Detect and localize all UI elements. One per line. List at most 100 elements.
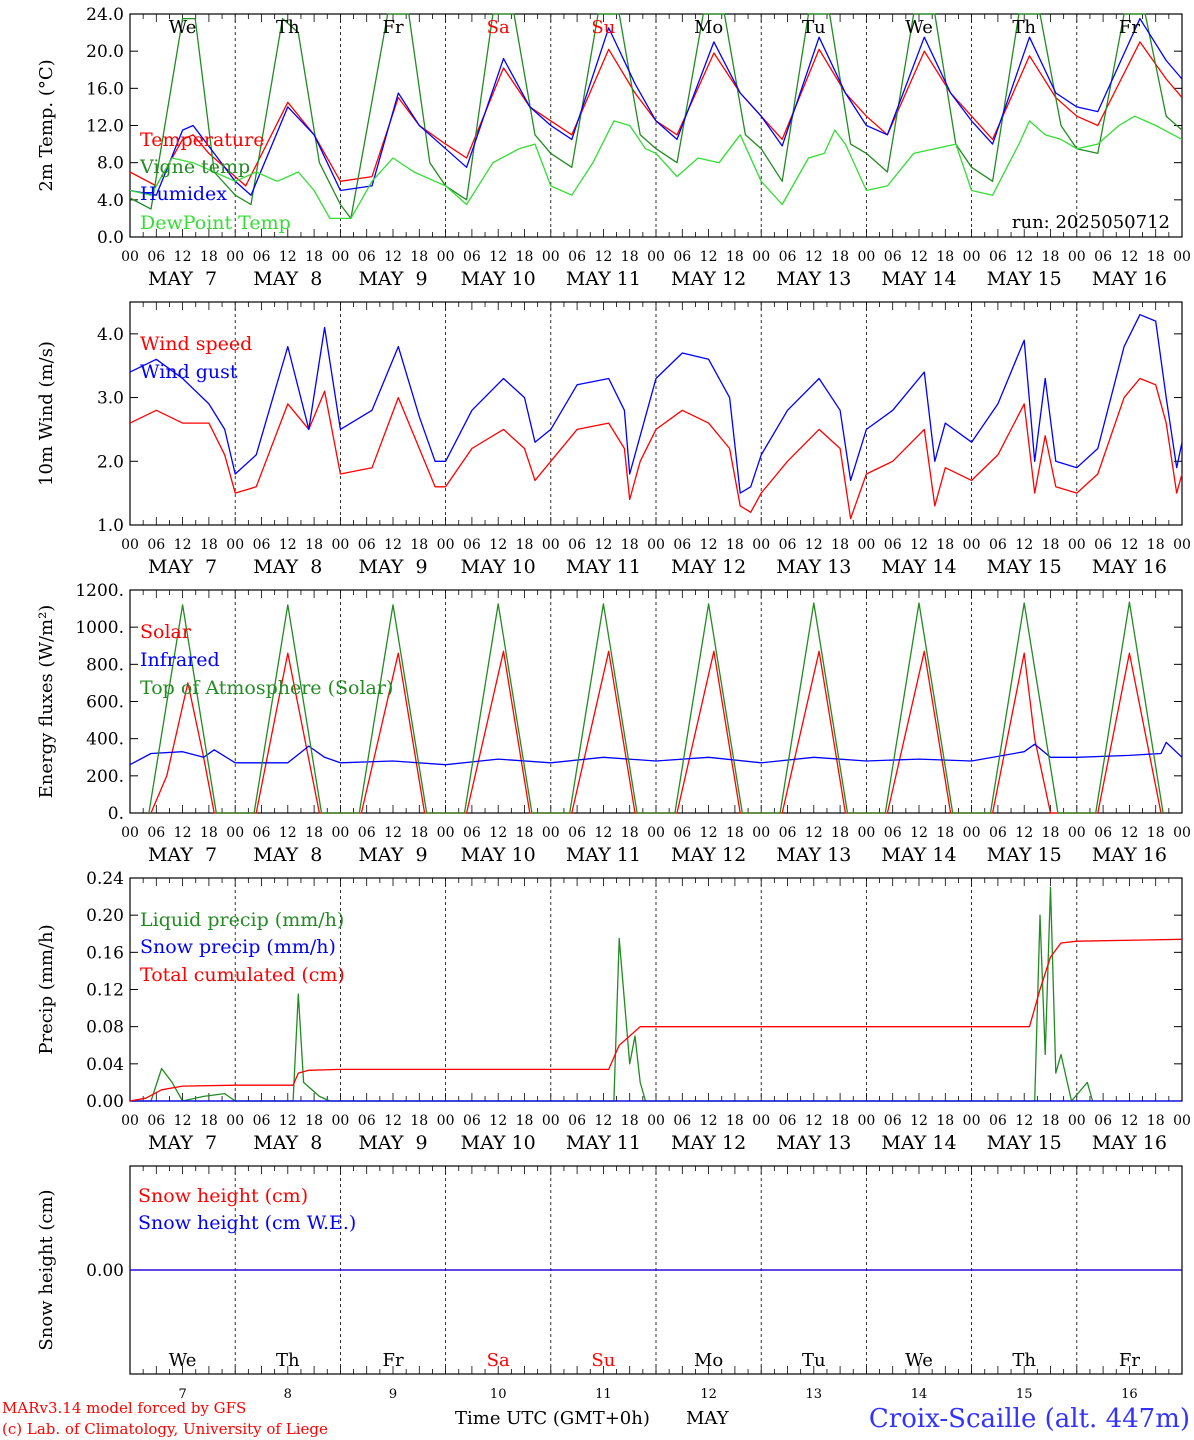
hour-tick-label: 12: [594, 537, 612, 553]
date-label: MAY 9: [358, 556, 427, 578]
day-number-label: 14: [911, 1387, 928, 1402]
hour-tick-label: 06: [779, 1113, 797, 1129]
hour-tick-label: 12: [174, 1113, 192, 1129]
hour-tick-label: 00: [857, 1113, 875, 1129]
date-label: MAY 10: [461, 1132, 536, 1154]
hour-tick-label: 00: [331, 825, 349, 841]
weekday-label: Th: [1012, 1350, 1036, 1371]
series-line: [150, 650, 1162, 814]
hour-tick-label: 00: [437, 825, 455, 841]
hour-tick-label: 00: [226, 825, 244, 841]
legend-entry: Snow height (cm W.E.): [138, 1212, 356, 1234]
hour-tick-label: 00: [121, 1113, 139, 1129]
hour-tick-label: 18: [831, 825, 849, 841]
legend-entry: Vigne temp: [139, 156, 250, 178]
panel-4: 0.00 0.04 0.08 0.12 0.16 0.20 0.24 Precip (mm/h…: [36, 869, 1191, 1154]
weekday-label: Mo: [694, 1350, 723, 1371]
weekday-label: Th: [1012, 17, 1036, 38]
weekday-label: Th: [276, 1350, 300, 1371]
legend-entry: Top of Atmosphere (Solar): [140, 677, 393, 699]
date-label: MAY 16: [1092, 556, 1167, 578]
date-label: MAY 9: [358, 268, 427, 290]
hour-tick-label: 12: [594, 825, 612, 841]
y-tick-label: 1.0: [97, 516, 124, 536]
hour-tick-label: 18: [936, 249, 954, 265]
hour-tick-label: 00: [1068, 249, 1086, 265]
hour-tick-label: 18: [305, 825, 323, 841]
hour-tick-label: 00: [331, 249, 349, 265]
date-label: MAY 14: [881, 268, 956, 290]
day-number-label: 12: [700, 1387, 717, 1402]
date-label: MAY 13: [776, 1132, 851, 1154]
hour-tick-label: 06: [358, 1113, 376, 1129]
hour-tick-label: 06: [884, 825, 902, 841]
hour-tick-label: 06: [463, 1113, 481, 1129]
hour-tick-label: 12: [1015, 825, 1033, 841]
hour-tick-label: 00: [963, 537, 981, 553]
time-axis-title: Time UTC (GMT+0h): [455, 1408, 650, 1429]
date-label: MAY 13: [776, 844, 851, 866]
hour-tick-label: 12: [700, 537, 718, 553]
date-label: MAY 8: [253, 268, 322, 290]
hour-tick-label: 18: [410, 825, 428, 841]
weekday-label: We: [905, 1350, 933, 1371]
hour-tick-label: 00: [226, 537, 244, 553]
date-label: MAY 9: [358, 1132, 427, 1154]
legend-entry: Infrared: [140, 649, 220, 671]
hour-tick-label: 06: [1094, 249, 1112, 265]
hour-tick-label: 00: [226, 1113, 244, 1129]
hour-tick-label: 18: [1042, 537, 1060, 553]
hour-tick-label: 06: [253, 1113, 271, 1129]
hour-tick-label: 12: [594, 1113, 612, 1129]
date-label: MAY 7: [148, 844, 217, 866]
hour-tick-label: 06: [989, 249, 1007, 265]
hour-tick-label: 00: [1173, 249, 1191, 265]
legend-entry: Solar: [140, 621, 192, 643]
hour-tick-label: 06: [1094, 825, 1112, 841]
series-line: [129, 13, 1183, 220]
hour-tick-label: 12: [700, 825, 718, 841]
hour-tick-label: 06: [147, 825, 165, 841]
weekday-label: Fr: [1119, 17, 1140, 38]
hour-tick-label: 18: [936, 537, 954, 553]
hour-tick-label: 12: [489, 537, 507, 553]
legend-entry: Wind speed: [140, 333, 252, 355]
hour-tick-label: 18: [831, 537, 849, 553]
hour-tick-label: 00: [647, 249, 665, 265]
hour-tick-label: 12: [1015, 249, 1033, 265]
hour-tick-label: 18: [200, 537, 218, 553]
y-tick-label: 16.0: [86, 79, 124, 99]
hour-tick-label: 12: [279, 825, 297, 841]
day-number-label: 7: [178, 1387, 186, 1402]
hour-tick-label: 00: [542, 537, 560, 553]
hour-tick-label: 06: [779, 537, 797, 553]
panel-2: 1.0 2.0 3.0 4.0 10m Wind (m/s) Wind speed Wind…: [36, 301, 1191, 578]
legend-entry: DewPoint Temp: [140, 212, 291, 234]
hour-tick-label: 06: [989, 825, 1007, 841]
hour-tick-label: 00: [752, 249, 770, 265]
hour-tick-label: 00: [121, 249, 139, 265]
date-label: MAY 15: [987, 556, 1062, 578]
hour-tick-label: 00: [1068, 825, 1086, 841]
date-label: MAY 13: [776, 268, 851, 290]
weekday-label: Tu: [802, 1350, 826, 1371]
weekday-label: Sa: [487, 17, 510, 38]
hour-tick-label: 18: [1147, 1113, 1165, 1129]
hour-tick-label: 06: [884, 1113, 902, 1129]
panel-5: 0.00 Snow height (cm) Snow height (cm) Snow…: [36, 1165, 1183, 1402]
hour-tick-label: 06: [358, 249, 376, 265]
hour-tick-label: 18: [1042, 1113, 1060, 1129]
weekday-label: Th: [276, 17, 300, 38]
legend-entry: Humidex: [140, 183, 227, 205]
hour-tick-label: 06: [358, 537, 376, 553]
date-label: MAY 14: [881, 844, 956, 866]
hour-tick-label: 18: [726, 1113, 744, 1129]
weekday-label: Tu: [802, 17, 826, 38]
hour-tick-label: 12: [805, 1113, 823, 1129]
hour-tick-label: 00: [752, 537, 770, 553]
plot-frame: [129, 589, 1183, 814]
y-tick-label: 200.: [86, 767, 124, 787]
date-label: MAY 16: [1092, 844, 1167, 866]
hour-tick-label: 00: [963, 249, 981, 265]
date-label: MAY 8: [253, 556, 322, 578]
